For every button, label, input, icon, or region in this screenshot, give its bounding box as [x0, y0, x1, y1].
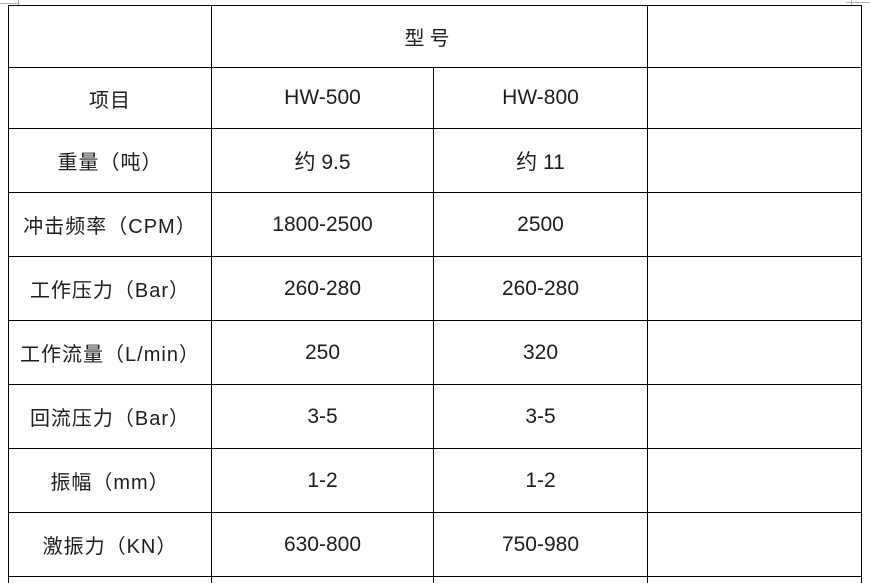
value-model-a: 250 [304, 340, 341, 364]
value-model-a: 1-2 [307, 468, 338, 492]
row-label-cell[interactable]: 振幅（mm） [8, 448, 212, 513]
model-a-header-label: HW-500 [284, 86, 361, 109]
table-row-working-flow: 工作流量（L/min） 250 320 [8, 320, 862, 385]
row-label-cell[interactable]: 重量（吨） [8, 128, 212, 193]
gridline-artifact-top-right-horizontal [846, 2, 870, 3]
row-label-cell[interactable]: 回流压力（Bar） [8, 384, 212, 449]
empty-cell[interactable] [647, 256, 862, 321]
row-label: 振幅（mm） [50, 472, 170, 494]
empty-cell[interactable] [647, 320, 862, 385]
empty-cell[interactable] [647, 67, 862, 129]
row-label: 重量（吨） [57, 152, 163, 174]
value-model-a: 3-5 [307, 404, 338, 428]
row-label-cell[interactable]: 工作压力（Bar） [8, 256, 212, 321]
value-cell-model-a[interactable]: 约 9.5 [211, 128, 434, 193]
empty-cell[interactable] [647, 128, 862, 193]
table-row-exciting-force: 激振力（KN） 630-800 750-980 [8, 512, 862, 577]
value-model-a: 630-800 [283, 532, 362, 556]
model-b-header-label: HW-800 [502, 86, 579, 109]
gridline-artifact-top-right-vertical [851, 0, 852, 5]
row-label: 工作压力（Bar） [29, 280, 191, 302]
value-cell-model-b[interactable]: 1-2 [433, 448, 648, 513]
specification-table: 型号 项目 HW-500 HW-800 重量（吨） 约 9.5 [8, 5, 862, 583]
empty-cell[interactable] [433, 576, 648, 583]
empty-cell[interactable] [211, 576, 434, 583]
value-cell-model-a[interactable]: 3-5 [211, 384, 434, 449]
value-cell-model-b[interactable]: 2500 [433, 192, 648, 257]
table-row-weight: 重量（吨） 约 9.5 约 11 [8, 128, 862, 193]
value-cell-model-a[interactable]: 1-2 [211, 448, 434, 513]
row-label-cell[interactable]: 冲击频率（CPM） [8, 192, 212, 257]
value-cell-model-b[interactable]: 260-280 [433, 256, 648, 321]
row-label: 冲击频率（CPM） [23, 216, 197, 238]
value-model-a: 1800-2500 [272, 212, 373, 236]
item-header-label: 项目 [89, 89, 131, 112]
gridline-artifact-top-left-vertical [18, 0, 19, 6]
model-b-header-cell[interactable]: HW-800 [433, 67, 648, 129]
value-cell-model-a[interactable]: 630-800 [211, 512, 434, 577]
value-cell-model-a[interactable]: 260-280 [211, 256, 434, 321]
value-cell-model-a[interactable]: 250 [211, 320, 434, 385]
value-model-b: 1-2 [525, 468, 556, 492]
value-cell-model-b[interactable]: 750-980 [433, 512, 648, 577]
gridline-artifact-top-left-horizontal [0, 3, 20, 4]
value-model-b: 2500 [517, 212, 564, 236]
model-header-cell[interactable]: 型号 [211, 5, 648, 68]
table-row-working-pressure: 工作压力（Bar） 260-280 260-280 [8, 256, 862, 321]
item-header-cell[interactable]: 项目 [8, 67, 212, 129]
corner-empty-cell[interactable] [8, 5, 212, 68]
value-model-b: 3-5 [525, 404, 556, 428]
empty-cell[interactable] [647, 5, 862, 68]
table-row-impact-frequency: 冲击频率（CPM） 1800-2500 2500 [8, 192, 862, 257]
value-model-b: 260-280 [501, 276, 580, 300]
model-a-header-cell[interactable]: HW-500 [211, 67, 434, 129]
value-model-b: 750-980 [501, 532, 580, 556]
value-cell-model-a[interactable]: 1800-2500 [211, 192, 434, 257]
empty-cell[interactable] [647, 192, 862, 257]
value-model-a: 约 9.5 [294, 150, 351, 174]
table-row-amplitude: 振幅（mm） 1-2 1-2 [8, 448, 862, 513]
table-row-column-headers: 项目 HW-500 HW-800 [8, 67, 862, 129]
row-label: 激振力（KN） [42, 536, 178, 558]
table-row-model-header: 型号 [8, 5, 862, 68]
table-row-return-pressure: 回流压力（Bar） 3-5 3-5 [8, 384, 862, 449]
row-label-cell[interactable]: 激振力（KN） [8, 512, 212, 577]
row-label-cell[interactable]: 工作流量（L/min） [8, 320, 212, 385]
row-label: 回流压力（Bar） [29, 408, 191, 430]
model-header-label: 型号 [404, 28, 455, 50]
empty-cell[interactable] [647, 576, 862, 583]
value-model-b: 约 11 [516, 150, 565, 174]
value-model-a: 260-280 [283, 276, 362, 300]
empty-cell[interactable] [647, 512, 862, 577]
empty-cell[interactable] [8, 576, 212, 583]
empty-cell[interactable] [647, 448, 862, 513]
table-row-clipped [8, 576, 862, 583]
value-cell-model-b[interactable]: 3-5 [433, 384, 648, 449]
value-cell-model-b[interactable]: 320 [433, 320, 648, 385]
value-model-b: 320 [522, 340, 559, 364]
row-label: 工作流量（L/min） [20, 344, 200, 366]
empty-cell[interactable] [647, 384, 862, 449]
value-cell-model-b[interactable]: 约 11 [433, 128, 648, 193]
